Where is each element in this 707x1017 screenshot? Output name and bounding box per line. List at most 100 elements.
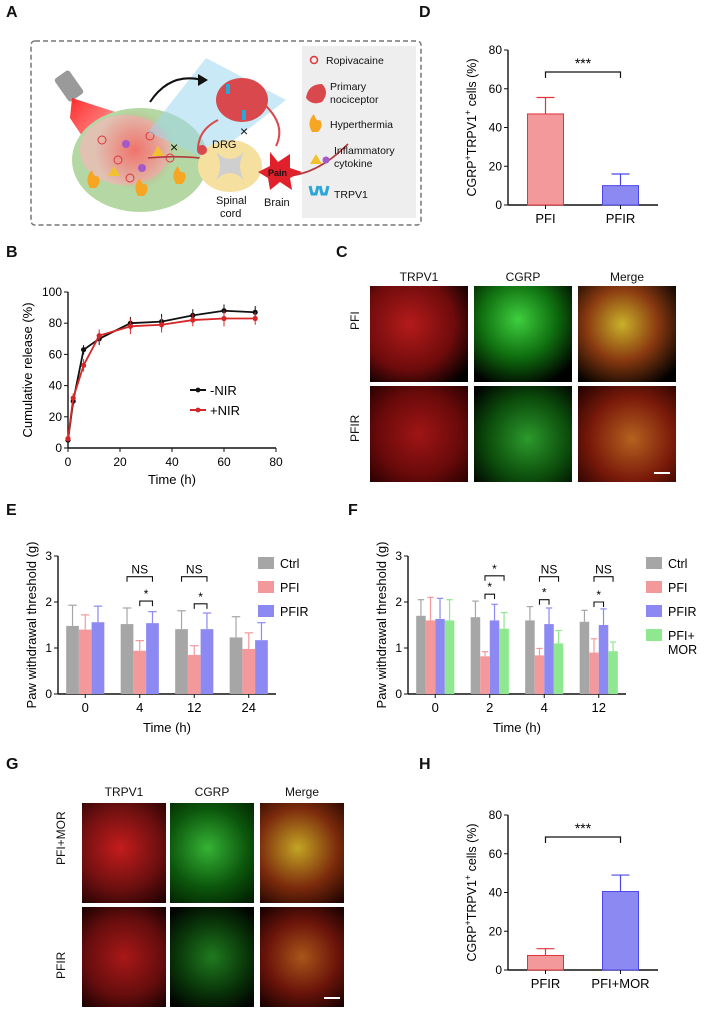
bar [499,628,509,694]
micrograph-pfi-cgrp [474,286,572,382]
panel-c-row-pfi: PFI [348,311,362,330]
legend-label: PFIR [280,605,308,619]
significance-bracket [593,601,605,607]
bar [553,643,564,694]
significance-bracket [139,600,154,607]
bar [525,620,535,694]
y-tick-label: 40 [489,121,503,135]
bar [242,648,256,694]
legend-cytokine-1: Inflammatory [334,145,395,157]
bar [608,651,618,694]
x-tick-label: 60 [217,455,231,469]
legend-ropivacaine: Ropivacaine [326,55,384,67]
panel-label-a: A [6,4,18,21]
panel-c-col-cgrp: CGRP [505,270,541,284]
significance-label: * [596,588,601,602]
micrograph-pfi-trpv1 [370,286,468,382]
y-axis-label: CGRP+TRPV1+ cells (%) [463,58,479,196]
legend-label: PFI+ [668,629,695,643]
y-tick-label: 1 [395,641,402,655]
y-axis-label: Paw withdrawal threshold (g) [374,542,389,709]
legend-label: PFI [668,581,687,595]
significance-label: * [144,587,149,601]
bar [425,620,436,694]
significance-bracket [180,576,208,582]
legend-nociceptor-2: nociceptor [330,94,379,106]
panel-label-g: G [6,756,19,773]
panel-label-h: H [419,756,431,773]
micrograph-pfir-cgrp [474,386,572,482]
y-tick-label: 80 [489,808,503,822]
x-tick-label: 40 [165,455,179,469]
series-line [67,317,256,439]
y-tick-label: 20 [489,159,503,173]
legend-label: Ctrl [280,557,299,571]
y-tick-label: 60 [49,347,63,361]
bar [255,640,268,694]
bar [534,655,545,694]
legend-label: PFIR [668,605,696,619]
svg-text:×: × [240,123,248,139]
spinal-label-2: cord [220,208,241,220]
legend-swatch [646,605,662,617]
significance-bracket [544,836,622,843]
legend-swatch [646,581,662,593]
x-tick-label: PFI+MOR [591,976,649,991]
x-tick-label: PFI [535,211,555,226]
significance-bracket [126,576,154,582]
significance-label: NS [186,563,203,577]
legend-label: Ctrl [668,557,687,571]
micrograph-pfir2-cgrp [170,907,254,1007]
trpv1-icon [308,185,330,196]
legend-label: PFI [280,581,299,595]
y-axis-label: CGRP+TRPV1+ cells (%) [463,823,479,961]
x-tick-label: 20 [113,455,127,469]
significance-label: NS [131,563,148,577]
bar [527,954,564,971]
micrograph-pfir2-merge [260,907,344,1007]
cytokine-triangle-icon [310,154,322,164]
panel-c-col-trpv1: TRPV1 [399,270,439,284]
bar [187,654,201,694]
legend-marker [195,387,201,393]
significance-bracket [544,71,622,78]
significance-bracket [484,593,496,600]
micrograph-pfir2-trpv1 [82,907,166,1007]
panel-label-c: C [336,244,348,261]
y-tick-label: 3 [395,549,402,563]
bar [146,623,159,694]
flame-icon [87,166,186,196]
x-tick-label: 0 [82,700,89,715]
panel-c-micrographs: TRPV1 CGRP Merge PFI PFIR [348,270,676,490]
significance-label: * [542,586,547,600]
x-tick-label: PFIR [531,976,561,991]
x-tick-label: 4 [136,700,143,715]
bar [579,621,590,694]
nociceptor-legend-icon [306,84,326,104]
x-tick-label: PFIR [606,211,636,226]
x-tick-label: 0 [432,700,439,715]
legend-hyperthermia: Hyperthermia [330,119,393,131]
bar [229,637,243,694]
x-tick-label: 12 [592,700,606,715]
y-tick-label: 3 [45,549,52,563]
pain-label: Pain [268,168,287,178]
y-tick-label: 0 [495,963,502,977]
bar [598,625,609,694]
y-tick-label: 0 [395,687,402,701]
spinal-label-1: Spinal [216,195,247,207]
x-tick-label: 24 [242,700,256,715]
data-point [65,436,71,442]
bar [470,617,481,694]
significance-bracket [538,599,550,605]
micrograph-pfimor-trpv1 [82,803,166,903]
legend-swatch [258,605,274,617]
significance-label: *** [575,55,592,71]
y-tick-label: 80 [489,43,503,57]
chart-d: 0 20 40 60 80 PFI PFIR *** CGRP+TRPV1+ cells (%) [463,43,658,226]
bar [200,629,214,694]
y-tick-label: 2 [395,595,402,609]
data-point [190,317,196,323]
micrograph-pfi-merge [578,286,676,382]
chart-h: 0 20 40 60 80 PFIR PFI+MOR *** CGRP+TRPV1+ cells… [463,808,658,991]
